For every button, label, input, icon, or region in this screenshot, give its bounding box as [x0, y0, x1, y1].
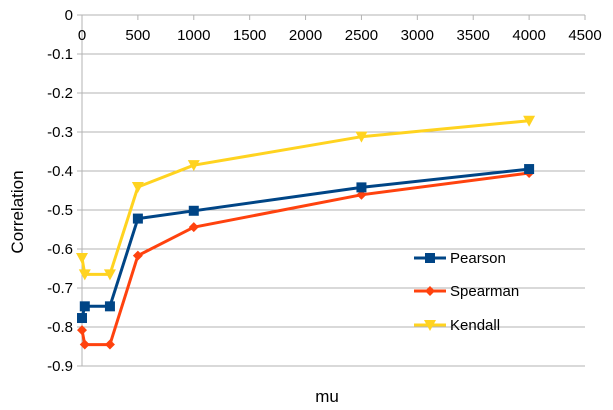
legend-label-kendall: Kendall — [450, 317, 500, 334]
data-point-pearson — [77, 313, 87, 324]
y-tick-label: -0.2 — [47, 85, 73, 102]
legend-marker-spearman — [425, 286, 435, 296]
x-tick-label: 3000 — [401, 27, 434, 44]
data-point-kendall — [76, 252, 88, 264]
data-point-pearson — [524, 164, 535, 175]
y-tick-label: -0.7 — [47, 280, 73, 297]
x-tick-label: 1000 — [177, 27, 210, 44]
data-point-spearman — [79, 339, 90, 350]
data-point-pearson — [104, 301, 115, 312]
data-point-pearson — [132, 213, 143, 224]
data-point-pearson — [188, 205, 199, 216]
data-point-kendall — [523, 115, 536, 127]
series-kendall — [76, 115, 536, 281]
data-point-spearman — [132, 250, 143, 261]
y-tick-label: -0.9 — [47, 358, 73, 375]
y-tick-label: -0.6 — [47, 241, 73, 258]
x-tick-label: 1500 — [233, 27, 266, 44]
data-point-spearman — [104, 339, 115, 350]
y-tick-label: -0.4 — [47, 163, 73, 180]
y-axis-title: Correlation — [8, 170, 27, 253]
x-tick-label: 0 — [78, 27, 86, 44]
legend-marker-pearson — [425, 253, 435, 263]
x-axis-title: mu — [315, 387, 339, 406]
x-tick-label: 2000 — [289, 27, 322, 44]
series-pearson — [77, 164, 535, 324]
x-tick-label: 4500 — [568, 27, 601, 44]
x-tick-label: 3500 — [457, 27, 490, 44]
y-tick-label: -0.3 — [47, 124, 73, 141]
data-point-kendall — [78, 269, 91, 281]
data-point-pearson — [356, 182, 367, 193]
x-tick-label: 4000 — [512, 27, 545, 44]
data-point-kendall — [131, 181, 144, 193]
data-point-pearson — [79, 301, 90, 312]
x-tick-label: 2500 — [345, 27, 378, 44]
legend-label-spearman: Spearman — [450, 283, 519, 300]
y-tick-label: -0.1 — [47, 46, 73, 63]
data-point-kendall — [187, 160, 200, 172]
tick-labels: 0 -0.1 -0.2 -0.3 -0.4 -0.5 -0.6 -0.7 -0.8 -0.9 0 50… — [47, 7, 602, 375]
legend: Pearson Spearman Kendall — [414, 250, 519, 334]
legend-label-pearson: Pearson — [450, 250, 506, 267]
data-point-spearman — [188, 222, 199, 233]
data-point-kendall — [355, 131, 368, 143]
data-point-spearman — [77, 325, 87, 336]
legend-marker-kendall — [424, 320, 436, 331]
series-group — [76, 115, 536, 350]
gridlines — [82, 14, 585, 367]
y-tick-label: 0 — [65, 7, 73, 24]
y-tick-label: -0.8 — [47, 319, 73, 336]
y-tick-label: -0.5 — [47, 202, 73, 219]
x-tick-label: 500 — [125, 27, 150, 44]
data-point-kendall — [103, 269, 116, 281]
